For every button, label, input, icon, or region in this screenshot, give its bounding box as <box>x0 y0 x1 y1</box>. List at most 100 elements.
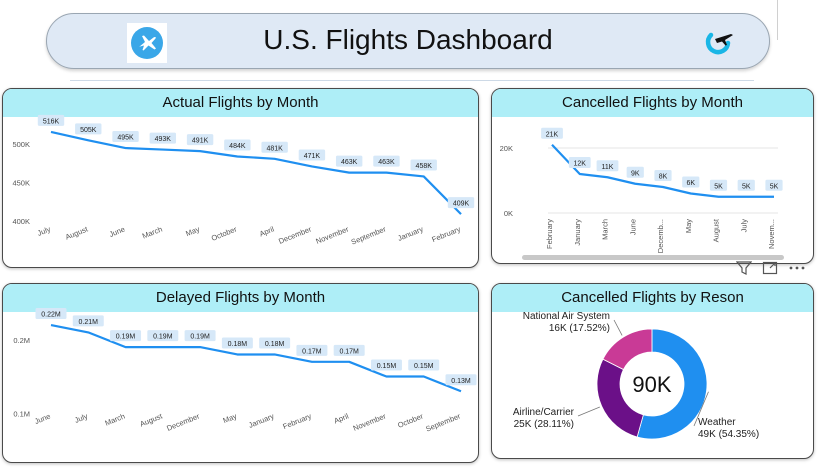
donut-slice-name: Airline/Carrier <box>513 407 575 418</box>
x-tick-label: May <box>222 411 239 425</box>
x-tick-label: May <box>184 224 201 238</box>
svg-text:0.21M: 0.21M <box>79 319 99 326</box>
x-tick-label: September <box>350 224 388 246</box>
svg-text:463K: 463K <box>341 159 358 166</box>
cancelled-flights-card[interactable]: Cancelled Flights by Month 0K 20K February… <box>491 88 814 264</box>
data-label: 0.18M <box>259 337 291 349</box>
data-label: 463K <box>373 155 400 167</box>
x-tick-label: November <box>314 224 350 245</box>
data-label: 493K <box>149 132 177 144</box>
x-tick-label: July <box>739 219 748 233</box>
y-tick-label: 0K <box>504 209 513 218</box>
svg-text:0.15M: 0.15M <box>377 363 397 370</box>
svg-text:458K: 458K <box>416 163 433 170</box>
svg-text:5K: 5K <box>714 183 723 190</box>
svg-text:6K: 6K <box>686 180 695 187</box>
svg-text:5K: 5K <box>770 183 779 190</box>
donut-slice-detail: 25K (28.11%) <box>514 419 574 430</box>
svg-text:516K: 516K <box>43 118 60 125</box>
data-label: 8K <box>654 170 672 181</box>
data-label: 5K <box>765 179 783 191</box>
delayed-flights-card[interactable]: Delayed Flights by Month 0.1M 0.2M June Jul… <box>2 283 479 463</box>
data-label: 409K <box>447 197 475 209</box>
data-label: 6K <box>682 176 700 188</box>
dashboard-header: U.S. Flights Dashboard <box>46 13 770 69</box>
actual-flights-chart[interactable]: 400K 450K 500K July August June March May Octobe… <box>3 89 479 268</box>
svg-text:484K: 484K <box>229 143 246 150</box>
airplane-circle-logo-icon <box>699 21 739 61</box>
data-label: 0.15M <box>408 359 440 371</box>
y-tick-label: 0.2M <box>13 336 30 345</box>
x-tick-label: January <box>247 411 275 429</box>
svg-text:463K: 463K <box>378 159 395 166</box>
svg-text:11K: 11K <box>602 164 614 171</box>
svg-text:0.19M: 0.19M <box>153 334 173 341</box>
data-label: 484K <box>224 139 251 151</box>
more-options-icon[interactable] <box>788 261 806 280</box>
donut-center-label: 90K <box>632 372 671 397</box>
x-tick-label: November <box>352 411 388 432</box>
page-title: U.S. Flights Dashboard <box>263 24 553 55</box>
donut-slice-airline-carrier[interactable] <box>596 358 644 438</box>
svg-text:0.18M: 0.18M <box>228 341 248 348</box>
horizontal-scrollbar[interactable] <box>522 255 784 260</box>
data-label: 0.13M <box>445 374 477 386</box>
svg-text:9K: 9K <box>631 170 640 177</box>
data-label: 11K <box>596 160 619 172</box>
donut-leader-line <box>693 391 709 427</box>
y-tick-label: 450K <box>12 179 30 188</box>
x-tick-label: April <box>333 411 351 425</box>
data-label: 458K <box>410 159 437 171</box>
data-label: 495K <box>112 131 139 143</box>
delayed-flights-title: Delayed Flights by Month <box>3 284 478 312</box>
data-label: 5K <box>737 179 755 191</box>
data-label: 5K <box>709 179 728 191</box>
cancelled-flights-title: Cancelled Flights by Month <box>492 89 813 117</box>
svg-text:491K: 491K <box>192 138 209 145</box>
x-tick-label: August <box>139 411 165 428</box>
data-label: 0.18M <box>221 337 253 349</box>
svg-text:471K: 471K <box>304 153 321 160</box>
x-tick-label: August <box>712 218 721 242</box>
delayed-flights-chart[interactable]: 0.1M 0.2M June July March August December May Ja… <box>3 284 479 463</box>
x-tick-label: December <box>277 224 313 245</box>
donut-slice-national-air-system[interactable] <box>602 328 653 371</box>
data-label: 0.15M <box>370 359 402 371</box>
svg-text:0.19M: 0.19M <box>190 334 210 341</box>
x-tick-label: March <box>104 412 127 428</box>
svg-text:493K: 493K <box>155 136 172 143</box>
series-line <box>50 323 462 393</box>
data-label: 481K <box>261 141 288 153</box>
focus-mode-icon[interactable] <box>762 261 778 280</box>
data-label: 0.21M <box>72 315 104 327</box>
x-tick-label: May <box>684 219 693 233</box>
svg-text:12K: 12K <box>574 161 587 168</box>
x-tick-label: Novem... <box>767 219 776 249</box>
y-tick-label: 0.1M <box>13 409 30 418</box>
actual-flights-card[interactable]: Actual Flights by Month 400K 450K 500K July… <box>2 88 479 268</box>
cancelled-flights-chart[interactable]: 0K 20K February January March June Decemb... Ma… <box>492 89 814 264</box>
x-tick-label: January <box>396 224 424 242</box>
data-label: 0.17M <box>333 344 365 356</box>
data-label: 0.17M <box>296 344 328 356</box>
filter-icon[interactable] <box>735 260 753 280</box>
donut-slice-detail: 16K (17.52%) <box>549 323 610 334</box>
x-tick-label: September <box>424 411 462 433</box>
svg-text:8K: 8K <box>659 174 668 181</box>
svg-text:0.19M: 0.19M <box>116 334 136 341</box>
page-edge-line <box>777 0 778 40</box>
x-tick-label: April <box>258 224 276 238</box>
x-tick-label: Decemb... <box>656 219 665 253</box>
x-tick-label: June <box>628 219 637 235</box>
svg-text:481K: 481K <box>266 145 283 152</box>
x-tick-label: February <box>281 411 312 431</box>
y-tick-label: 500K <box>12 140 30 149</box>
x-tick-label: June <box>33 412 51 426</box>
svg-text:0.17M: 0.17M <box>302 348 322 355</box>
cancelled-reason-card[interactable]: Cancelled Flights by Reson 90K Weather 49K… <box>491 283 814 459</box>
donut-slice-weather[interactable] <box>636 328 708 440</box>
svg-text:0.13M: 0.13M <box>451 378 471 385</box>
x-tick-label: March <box>601 219 610 240</box>
donut-slice-name: Weather <box>698 417 736 428</box>
